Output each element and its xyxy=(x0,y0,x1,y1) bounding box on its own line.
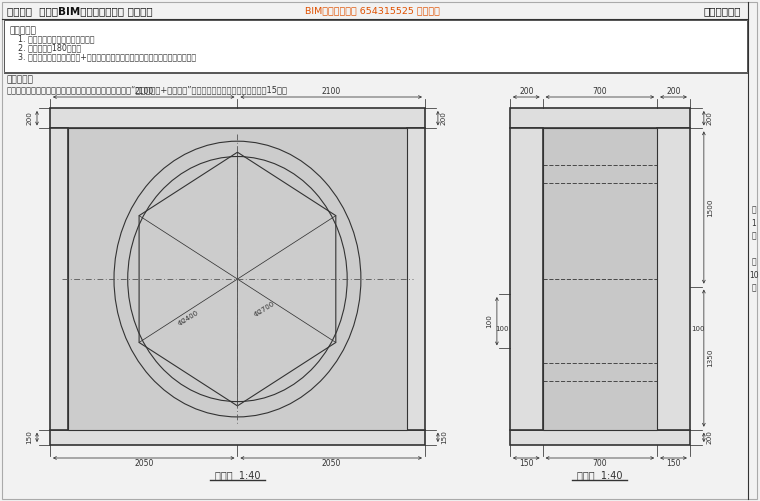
Text: 2. 考试时间为180分钟；: 2. 考试时间为180分钟； xyxy=(18,43,81,52)
Text: 200: 200 xyxy=(707,111,713,125)
Text: 页: 页 xyxy=(752,231,756,240)
Bar xyxy=(510,128,543,430)
Text: 700: 700 xyxy=(593,459,607,468)
Text: 200: 200 xyxy=(667,87,681,96)
Text: 2050: 2050 xyxy=(134,459,154,468)
Text: 主视图  1:40: 主视图 1:40 xyxy=(214,470,260,480)
Bar xyxy=(407,128,425,430)
Text: 1. 考试方式：计算机操作，闭卷；: 1. 考试方式：计算机操作，闭卷； xyxy=(18,34,94,43)
Bar xyxy=(50,128,68,430)
Bar xyxy=(68,128,407,430)
Text: 150: 150 xyxy=(26,430,32,444)
Text: Φ2700: Φ2700 xyxy=(253,301,276,318)
Text: Φ2400: Φ2400 xyxy=(176,310,199,327)
Bar xyxy=(510,108,690,128)
Text: 200: 200 xyxy=(519,87,534,96)
Text: 100: 100 xyxy=(691,326,705,332)
Text: 150: 150 xyxy=(519,459,534,468)
Text: 1: 1 xyxy=(752,218,756,227)
Text: 100: 100 xyxy=(496,326,508,332)
Text: 侧视图  1:40: 侧视图 1:40 xyxy=(577,470,622,480)
Text: 第: 第 xyxy=(752,205,756,214)
Bar xyxy=(543,128,657,430)
Text: 1350: 1350 xyxy=(707,349,713,367)
Text: BIM考试交流群： 654315525 欢迎大家: BIM考试交流群： 654315525 欢迎大家 xyxy=(305,7,440,16)
Text: 2100: 2100 xyxy=(321,87,340,96)
Bar xyxy=(50,430,425,445)
Text: 试题部分：: 试题部分： xyxy=(7,75,34,84)
Text: 考试要求：: 考试要求： xyxy=(10,26,37,35)
Bar xyxy=(510,430,690,445)
Text: 2100: 2100 xyxy=(134,87,154,96)
Bar xyxy=(4,20,747,72)
Text: 1500: 1500 xyxy=(707,198,713,217)
Text: 10: 10 xyxy=(749,271,758,280)
Text: 中国图学学会: 中国图学学会 xyxy=(703,6,741,16)
Text: 第十四期  「全国BIM技能等级考试」 一级试题: 第十四期 「全国BIM技能等级考试」 一级试题 xyxy=(7,6,153,16)
Text: 200: 200 xyxy=(26,111,32,125)
Text: 150: 150 xyxy=(441,430,447,444)
Text: 页: 页 xyxy=(752,284,756,293)
Text: 100: 100 xyxy=(486,314,492,328)
Text: 200: 200 xyxy=(441,111,447,125)
Text: 700: 700 xyxy=(593,87,607,96)
Text: 一、根据给定尺寸建立六边形门洞模型，请将模型文件以“六边形门洞+考生姓名”为文件名保存到考生文件夹中。（15分）: 一、根据给定尺寸建立六边形门洞模型，请将模型文件以“六边形门洞+考生姓名”为文件… xyxy=(7,85,288,94)
Bar xyxy=(50,108,425,128)
Bar xyxy=(657,128,690,430)
Text: 3. 新建文件夹（以准考证号+姓名命名），用于在该本次考试中生成的全部文件。: 3. 新建文件夹（以准考证号+姓名命名），用于在该本次考试中生成的全部文件。 xyxy=(18,52,196,61)
Text: 150: 150 xyxy=(667,459,681,468)
Text: 200: 200 xyxy=(707,430,713,444)
Text: 共: 共 xyxy=(752,258,756,267)
Text: 2050: 2050 xyxy=(321,459,341,468)
